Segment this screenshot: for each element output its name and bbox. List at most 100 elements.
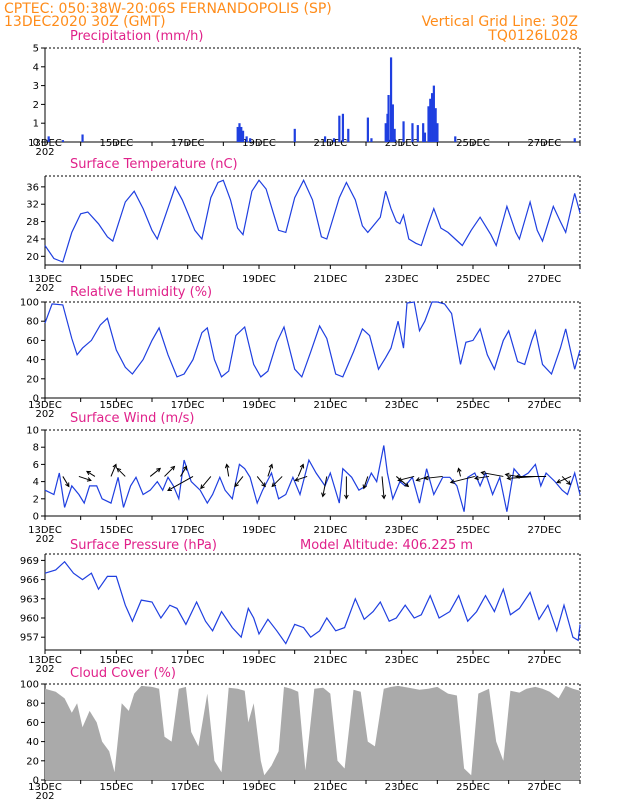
- pres-line: [44, 560, 581, 645]
- precip-bar: [427, 106, 430, 142]
- y-tick-label: 40: [26, 737, 39, 748]
- wind-arrow-head: [506, 475, 512, 481]
- x-tick-label: 27DEC: [527, 274, 561, 285]
- wind-arrow-head: [299, 463, 305, 469]
- wind-arrow: [234, 476, 244, 487]
- precip-bar: [384, 123, 387, 142]
- wind-arrow: [267, 464, 273, 477]
- wind-arrow: [481, 471, 504, 477]
- y-tick-label: 32: [26, 200, 39, 211]
- precip-bar: [249, 138, 252, 142]
- cloud-area: [45, 685, 580, 780]
- y-tick-label: 20: [26, 252, 39, 263]
- wind-arrow: [458, 468, 462, 477]
- x-tick-label: 19DEC: [242, 782, 276, 793]
- precip-bar: [338, 115, 341, 142]
- x-tick-label: 17DEC: [171, 655, 205, 666]
- y-tick-label: 60: [26, 336, 39, 347]
- precip-bar: [323, 136, 327, 142]
- precip-bar: [240, 126, 243, 142]
- precip-bar: [245, 136, 248, 142]
- y-tick-label: 5: [33, 44, 39, 55]
- y-tick-label: 8: [33, 443, 39, 454]
- precip-bar: [430, 93, 434, 142]
- header-run-time: 13DEC2020 30Z (GMT): [4, 14, 166, 30]
- precip-bar: [393, 128, 396, 142]
- wind-arrow: [62, 476, 70, 487]
- precip-bar: [423, 132, 427, 142]
- precip-bar: [238, 123, 241, 142]
- wind-arrow-head: [404, 482, 410, 488]
- wind-arrow-head: [268, 463, 274, 469]
- panel-title-wind: Surface Wind (m/s): [70, 411, 194, 426]
- wind-arrow: [271, 476, 283, 487]
- x-tick-label: 19DEC: [242, 525, 276, 536]
- x-tick-label: 25DEC: [456, 138, 490, 149]
- precip-bar: [436, 123, 439, 142]
- wind-arrow-head: [86, 477, 92, 482]
- x-tick-label: 21DEC: [313, 400, 347, 411]
- y-tick-label: 1: [33, 119, 39, 130]
- y-tick-label: 3: [33, 81, 39, 92]
- wind-arrow-head: [474, 475, 479, 481]
- wind-arrow-head: [457, 467, 462, 473]
- panel-title-precip: Precipitation (mm/h): [70, 29, 203, 44]
- panel-pres: Surface Pressure (hPa) Model Altitude: 40…: [20, 538, 581, 675]
- x-year-label: 202: [35, 409, 54, 420]
- wind-arrow: [256, 476, 266, 487]
- panel-annotation-pres: Model Altitude: 406.225 m: [300, 538, 473, 553]
- y-tick-label: 20: [26, 756, 39, 767]
- precip-bar: [332, 138, 336, 142]
- wind-arrow: [200, 476, 212, 489]
- wind-arrow: [474, 475, 490, 479]
- temp-line: [44, 178, 581, 263]
- wind-arrow: [180, 466, 187, 477]
- wind-arrow: [424, 475, 443, 479]
- x-tick-label: 27DEC: [527, 400, 561, 411]
- wind-arrow: [167, 476, 194, 491]
- precip-bar: [47, 136, 50, 142]
- x-tick-label: 19DEC: [242, 400, 276, 411]
- precip-bar: [391, 104, 394, 142]
- x-tick-label: 25DEC: [456, 400, 490, 411]
- x-tick-label: 13DEC: [28, 525, 62, 536]
- x-year-label: 202: [35, 664, 54, 675]
- precip-bar: [411, 123, 414, 142]
- header-grid-note: Vertical Grid Line: 30Z: [422, 14, 578, 30]
- wind-arrow-head: [515, 474, 520, 479]
- x-tick-label: 15DEC: [99, 138, 133, 149]
- panel-title-temp: Surface Temperature (nC): [70, 157, 238, 172]
- x-year-label: 202: [35, 791, 54, 800]
- precip-bar: [422, 123, 425, 142]
- x-tick-label: 25DEC: [456, 655, 490, 666]
- rh-line: [44, 301, 581, 379]
- wind-arrow: [381, 476, 385, 499]
- panel-title-cloud: Cloud Cover (%): [70, 666, 176, 681]
- x-tick-label: 17DEC: [171, 782, 205, 793]
- precip-bar: [387, 95, 390, 142]
- x-tick-label: 27DEC: [527, 655, 561, 666]
- y-tick-label: 960: [20, 614, 39, 625]
- header-location: CPTEC: 050:38W-20:06S FERNANDOPOLIS (SP): [4, 1, 332, 17]
- wind-arrow-head: [362, 484, 368, 490]
- y-tick-label: 966: [20, 575, 39, 586]
- precip-bar: [429, 98, 432, 142]
- x-tick-label: 21DEC: [313, 274, 347, 285]
- y-tick-label: 80: [26, 317, 39, 328]
- precip-bar: [341, 113, 345, 142]
- y-tick-label: 2: [33, 100, 39, 111]
- x-tick-label: 23DEC: [385, 782, 419, 793]
- precip-bar: [236, 126, 239, 142]
- wind-arrow: [110, 464, 117, 477]
- y-tick-label: 0: [33, 394, 39, 405]
- wind-arrow-head: [86, 470, 91, 476]
- wind-arrow-head: [397, 477, 403, 482]
- y-tick-label: 0: [33, 512, 39, 523]
- x-tick-label: 25DEC: [456, 525, 490, 536]
- wind-arrow-head: [116, 467, 122, 473]
- wind-arrow: [86, 471, 96, 477]
- y-tick-label: 36: [26, 182, 39, 193]
- panel-cloud: Cloud Cover (%) 0 20 40 60 80 100 13DEC 15DEC 17D…: [20, 666, 581, 800]
- x-tick-label: 15DEC: [99, 400, 133, 411]
